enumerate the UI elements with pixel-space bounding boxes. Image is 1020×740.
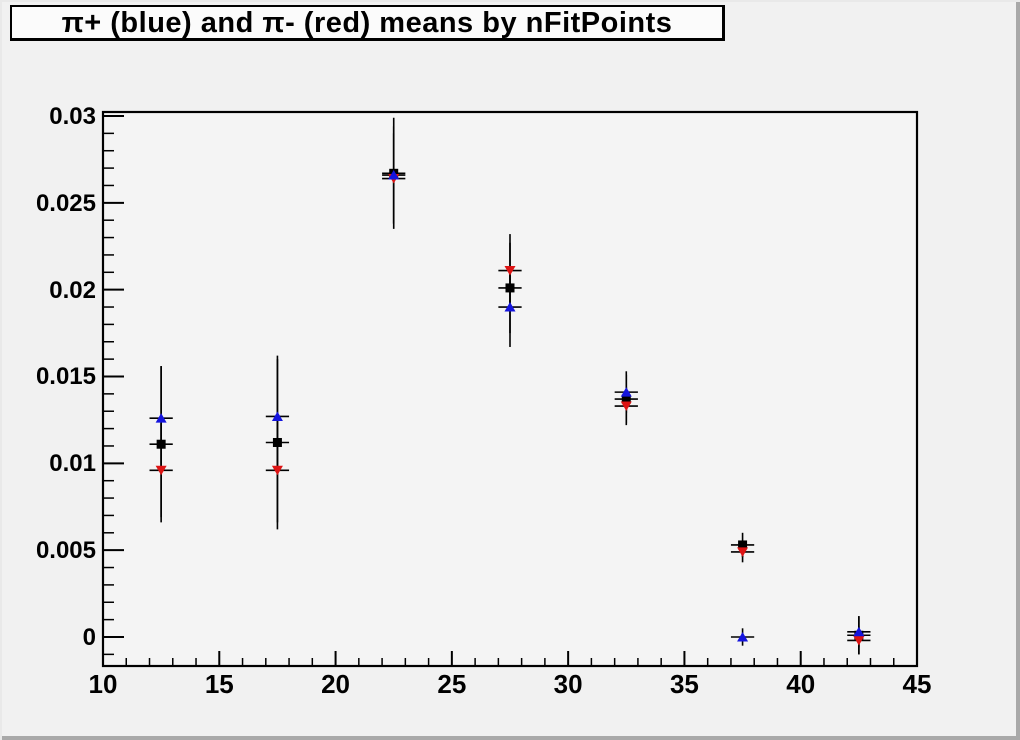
x-tick-label: 10 [88, 669, 118, 699]
y-tick-label: 0.025 [35, 189, 96, 217]
triangle-up-marker [271, 411, 283, 421]
square-marker [621, 394, 631, 404]
triangle-up-marker [737, 631, 749, 642]
triangle-down-marker [737, 547, 749, 557]
x-tick-label: 20 [321, 669, 351, 699]
square-marker [272, 437, 282, 447]
triangle-down-marker [155, 465, 167, 476]
x-tick-label: 25 [437, 669, 467, 699]
y-tick-label: 0 [82, 623, 96, 651]
triangle-up-marker [155, 413, 167, 423]
triangle-up-marker [504, 302, 516, 312]
y-tick-label: 0.02 [49, 276, 96, 304]
y-tick-label: 0.03 [49, 102, 96, 130]
y-tick-label: 0.01 [49, 450, 96, 478]
x-tick-label: 30 [553, 669, 583, 699]
x-tick-label: 15 [204, 669, 234, 699]
triangle-down-marker [853, 635, 865, 646]
triangle-up-marker [388, 170, 400, 180]
triangle-down-marker [504, 266, 516, 276]
triangle-down-marker [271, 465, 283, 476]
square-marker [738, 540, 748, 550]
square-marker [156, 439, 166, 449]
y-tick-label: 0.015 [35, 363, 96, 391]
triangle-down-marker [620, 401, 632, 412]
square-marker [505, 283, 515, 293]
y-tick-label: 0.005 [35, 537, 96, 565]
plot-frame [101, 110, 919, 668]
chart-title-box: π+ (blue) and π- (red) means by nFitPoin… [10, 5, 725, 41]
triangle-up-marker [853, 626, 865, 637]
x-tick-label: 40 [786, 669, 816, 699]
x-tick-label: 45 [902, 669, 932, 699]
triangle-up-marker [620, 387, 632, 397]
chart-title-text: π+ (blue) and π- (red) means by nFitPoin… [61, 7, 673, 39]
x-tick-label: 35 [669, 669, 699, 699]
